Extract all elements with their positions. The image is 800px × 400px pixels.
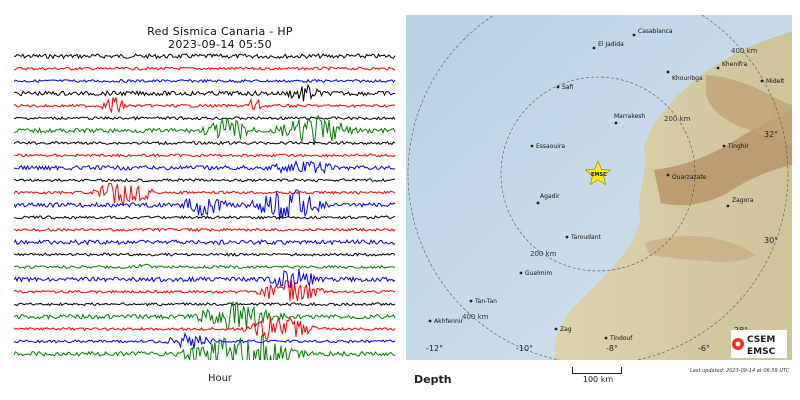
seismogram-trace-blue xyxy=(14,189,396,220)
city-label: Khouribga xyxy=(672,75,703,82)
distance-ring-400km xyxy=(407,15,789,360)
lon-label-10: -10° xyxy=(516,344,533,353)
city-dot xyxy=(592,46,596,50)
city-label: Safi xyxy=(562,84,573,91)
city-label: Midelt xyxy=(766,78,785,85)
city-label: Casablanca xyxy=(638,28,673,35)
city-label: Essaouira xyxy=(536,143,565,150)
csem-emsc-logo[interactable]: CSEM EMSC xyxy=(731,330,787,358)
seismogram-trace-green xyxy=(14,332,396,360)
epicenter-map[interactable]: Casablanca El Jadida Khouribga Khenifra Mide… xyxy=(406,15,792,360)
epicenter-star-icon[interactable] xyxy=(584,160,612,186)
seismogram-plot xyxy=(14,50,396,360)
seismogram-panel: Red Sismica Canaria - HP 2023-09-14 05:5… xyxy=(14,25,396,384)
seismogram-trace-black xyxy=(14,115,396,121)
city-dot xyxy=(530,144,534,148)
city-label: Taroudant xyxy=(570,234,601,241)
seismogram-trace-green xyxy=(14,115,396,146)
seismogram-trace-blue xyxy=(14,268,396,288)
seismogram-trace-green xyxy=(14,263,396,270)
ring-label-200km-sw: 200 km xyxy=(530,250,557,258)
seismogram-trace-red xyxy=(14,227,396,233)
seismogram-trace-red xyxy=(14,96,396,114)
city-label: Khenifra xyxy=(722,61,747,68)
seismogram-trace-red xyxy=(14,182,396,207)
city-dot xyxy=(469,299,473,303)
city-dot xyxy=(556,85,560,89)
city-dot xyxy=(519,271,523,275)
seismogram-trace-black xyxy=(14,301,396,307)
city-dot xyxy=(565,235,569,239)
atlas-mountains xyxy=(654,111,792,206)
city-label: Agadir xyxy=(540,193,560,200)
ring-label-400km-sw: 400 km xyxy=(462,313,489,321)
depth-label: Depth xyxy=(414,373,452,386)
ring-label-400km-ne: 400 km xyxy=(731,47,758,55)
city-dot xyxy=(614,121,618,125)
lat-label-32: 32° xyxy=(764,130,778,139)
city-label: Zag xyxy=(560,326,572,333)
city-dot xyxy=(536,201,540,205)
city-label: Ouarzazate xyxy=(672,174,707,181)
city-label: Tindouf xyxy=(609,335,633,342)
scale-label: 100 km xyxy=(582,375,614,384)
city-dot xyxy=(666,173,670,177)
city-dot xyxy=(760,79,764,83)
logo-text-csem: CSEM xyxy=(747,335,775,345)
seismogram-trace-blue xyxy=(14,78,396,84)
seismogram-x-axis-label: Hour xyxy=(207,373,233,384)
city-markers: Casablanca El Jadida Khouribga Khenifra Mide… xyxy=(428,28,785,342)
city-label: Tan-Tan xyxy=(474,298,497,305)
seismogram-trace-green xyxy=(14,301,396,330)
seismogram-trace-black xyxy=(14,53,396,60)
city-dot xyxy=(666,70,670,74)
city-dot xyxy=(604,336,608,340)
logo-text-emsc: EMSC xyxy=(747,347,776,357)
seismogram-title: Red Sismica Canaria - HP xyxy=(147,25,293,38)
distance-ring-200km xyxy=(500,76,696,272)
seismogram-trace-red xyxy=(14,316,396,341)
city-label: Guelmim xyxy=(525,270,552,277)
seismogram-trace-black xyxy=(14,140,396,146)
seismogram-trace-black xyxy=(14,215,396,220)
middle-atlas xyxy=(706,75,792,145)
city-dot xyxy=(726,204,730,208)
lon-label-12: -12° xyxy=(426,344,443,353)
emsc-logo-icon-inner xyxy=(735,341,741,347)
city-dot xyxy=(554,327,558,331)
city-dot xyxy=(722,144,726,148)
seismogram-trace-black xyxy=(14,252,396,257)
seismogram-trace-blue xyxy=(14,159,396,175)
city-label: Zagora xyxy=(732,197,754,204)
seismogram-timestamp: 2023-09-14 05:50 xyxy=(168,38,272,51)
seismogram-trace-blue xyxy=(14,332,396,350)
city-label: El Jadida xyxy=(598,41,624,48)
epicenter-label: EMSC xyxy=(591,172,607,178)
lon-label-6: -6° xyxy=(698,344,710,353)
city-label: Akhfennir xyxy=(434,318,463,325)
last-updated-text: Last updated: 2023-09-14 at 06:59 UTC xyxy=(690,368,790,374)
seismogram-trace-black xyxy=(14,177,396,183)
city-dot xyxy=(428,319,432,323)
lat-label-30: 30° xyxy=(764,236,778,245)
seismogram-trace-black xyxy=(14,83,396,102)
seismogram-trace-red xyxy=(14,153,396,158)
city-dot xyxy=(632,33,636,37)
city-label: Tinghir xyxy=(727,143,749,150)
city-dot xyxy=(716,66,720,70)
lon-label-8: -8° xyxy=(606,344,618,353)
seismogram-trace-red xyxy=(14,66,396,71)
scale-bar xyxy=(572,367,622,374)
city-label: Marrakesh xyxy=(614,113,645,120)
seismogram-trace-red xyxy=(14,279,396,302)
anti-atlas xyxy=(644,235,756,263)
seismogram-trace-blue xyxy=(14,238,396,246)
ring-label-200km-ne: 200 km xyxy=(664,115,691,123)
map-panel: Casablanca El Jadida Khouribga Khenifra Mide… xyxy=(406,0,800,400)
